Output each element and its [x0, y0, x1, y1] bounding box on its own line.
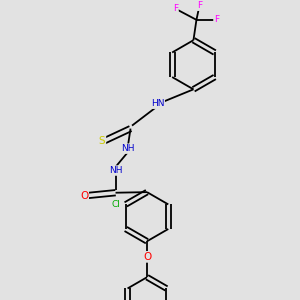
Text: F: F	[197, 1, 202, 10]
Text: Cl: Cl	[112, 200, 120, 209]
Text: O: O	[80, 191, 88, 201]
Text: HN: HN	[151, 99, 164, 108]
Text: F: F	[214, 15, 219, 24]
Text: NH: NH	[121, 144, 134, 153]
Text: S: S	[99, 136, 105, 146]
Text: F: F	[173, 4, 178, 13]
Text: O: O	[143, 252, 151, 262]
Text: NH: NH	[109, 166, 122, 175]
